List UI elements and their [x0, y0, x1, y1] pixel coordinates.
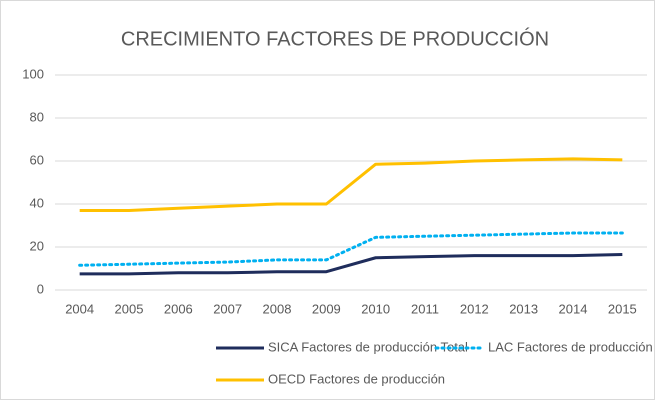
x-tick-label: 2007 — [213, 301, 242, 316]
legend-label: OECD Factores de producción — [268, 371, 445, 386]
y-tick-label: 40 — [30, 195, 44, 210]
y-tick-label: 80 — [30, 109, 44, 124]
series-line — [79, 253, 623, 276]
legend-label: SICA Factores de producción Total — [268, 339, 468, 354]
x-tick-label: 2009 — [312, 301, 341, 316]
chart-title: CRECIMIENTO FACTORES DE PRODUCCIÓN — [121, 27, 549, 50]
y-tick-label: 100 — [22, 66, 44, 81]
x-tick-label: 2015 — [608, 301, 637, 316]
x-tick-label: 2013 — [509, 301, 538, 316]
x-tick-label: 2010 — [361, 301, 390, 316]
series-line — [79, 157, 623, 212]
y-tick-label: 20 — [30, 238, 44, 253]
x-tick-label: 2011 — [411, 301, 439, 316]
x-tick-label: 2004 — [65, 301, 94, 316]
x-tick-label: 2006 — [164, 301, 193, 316]
x-tick-label: 2012 — [460, 301, 489, 316]
legend-label: LAC Factores de producción — [488, 339, 653, 354]
y-tick-label: 60 — [30, 152, 44, 167]
y-tick-label: 0 — [37, 281, 44, 296]
x-tick-label: 2014 — [559, 301, 588, 316]
series-line — [78, 231, 624, 267]
x-tick-label: 2008 — [263, 301, 292, 316]
x-tick-label: 2005 — [115, 301, 144, 316]
